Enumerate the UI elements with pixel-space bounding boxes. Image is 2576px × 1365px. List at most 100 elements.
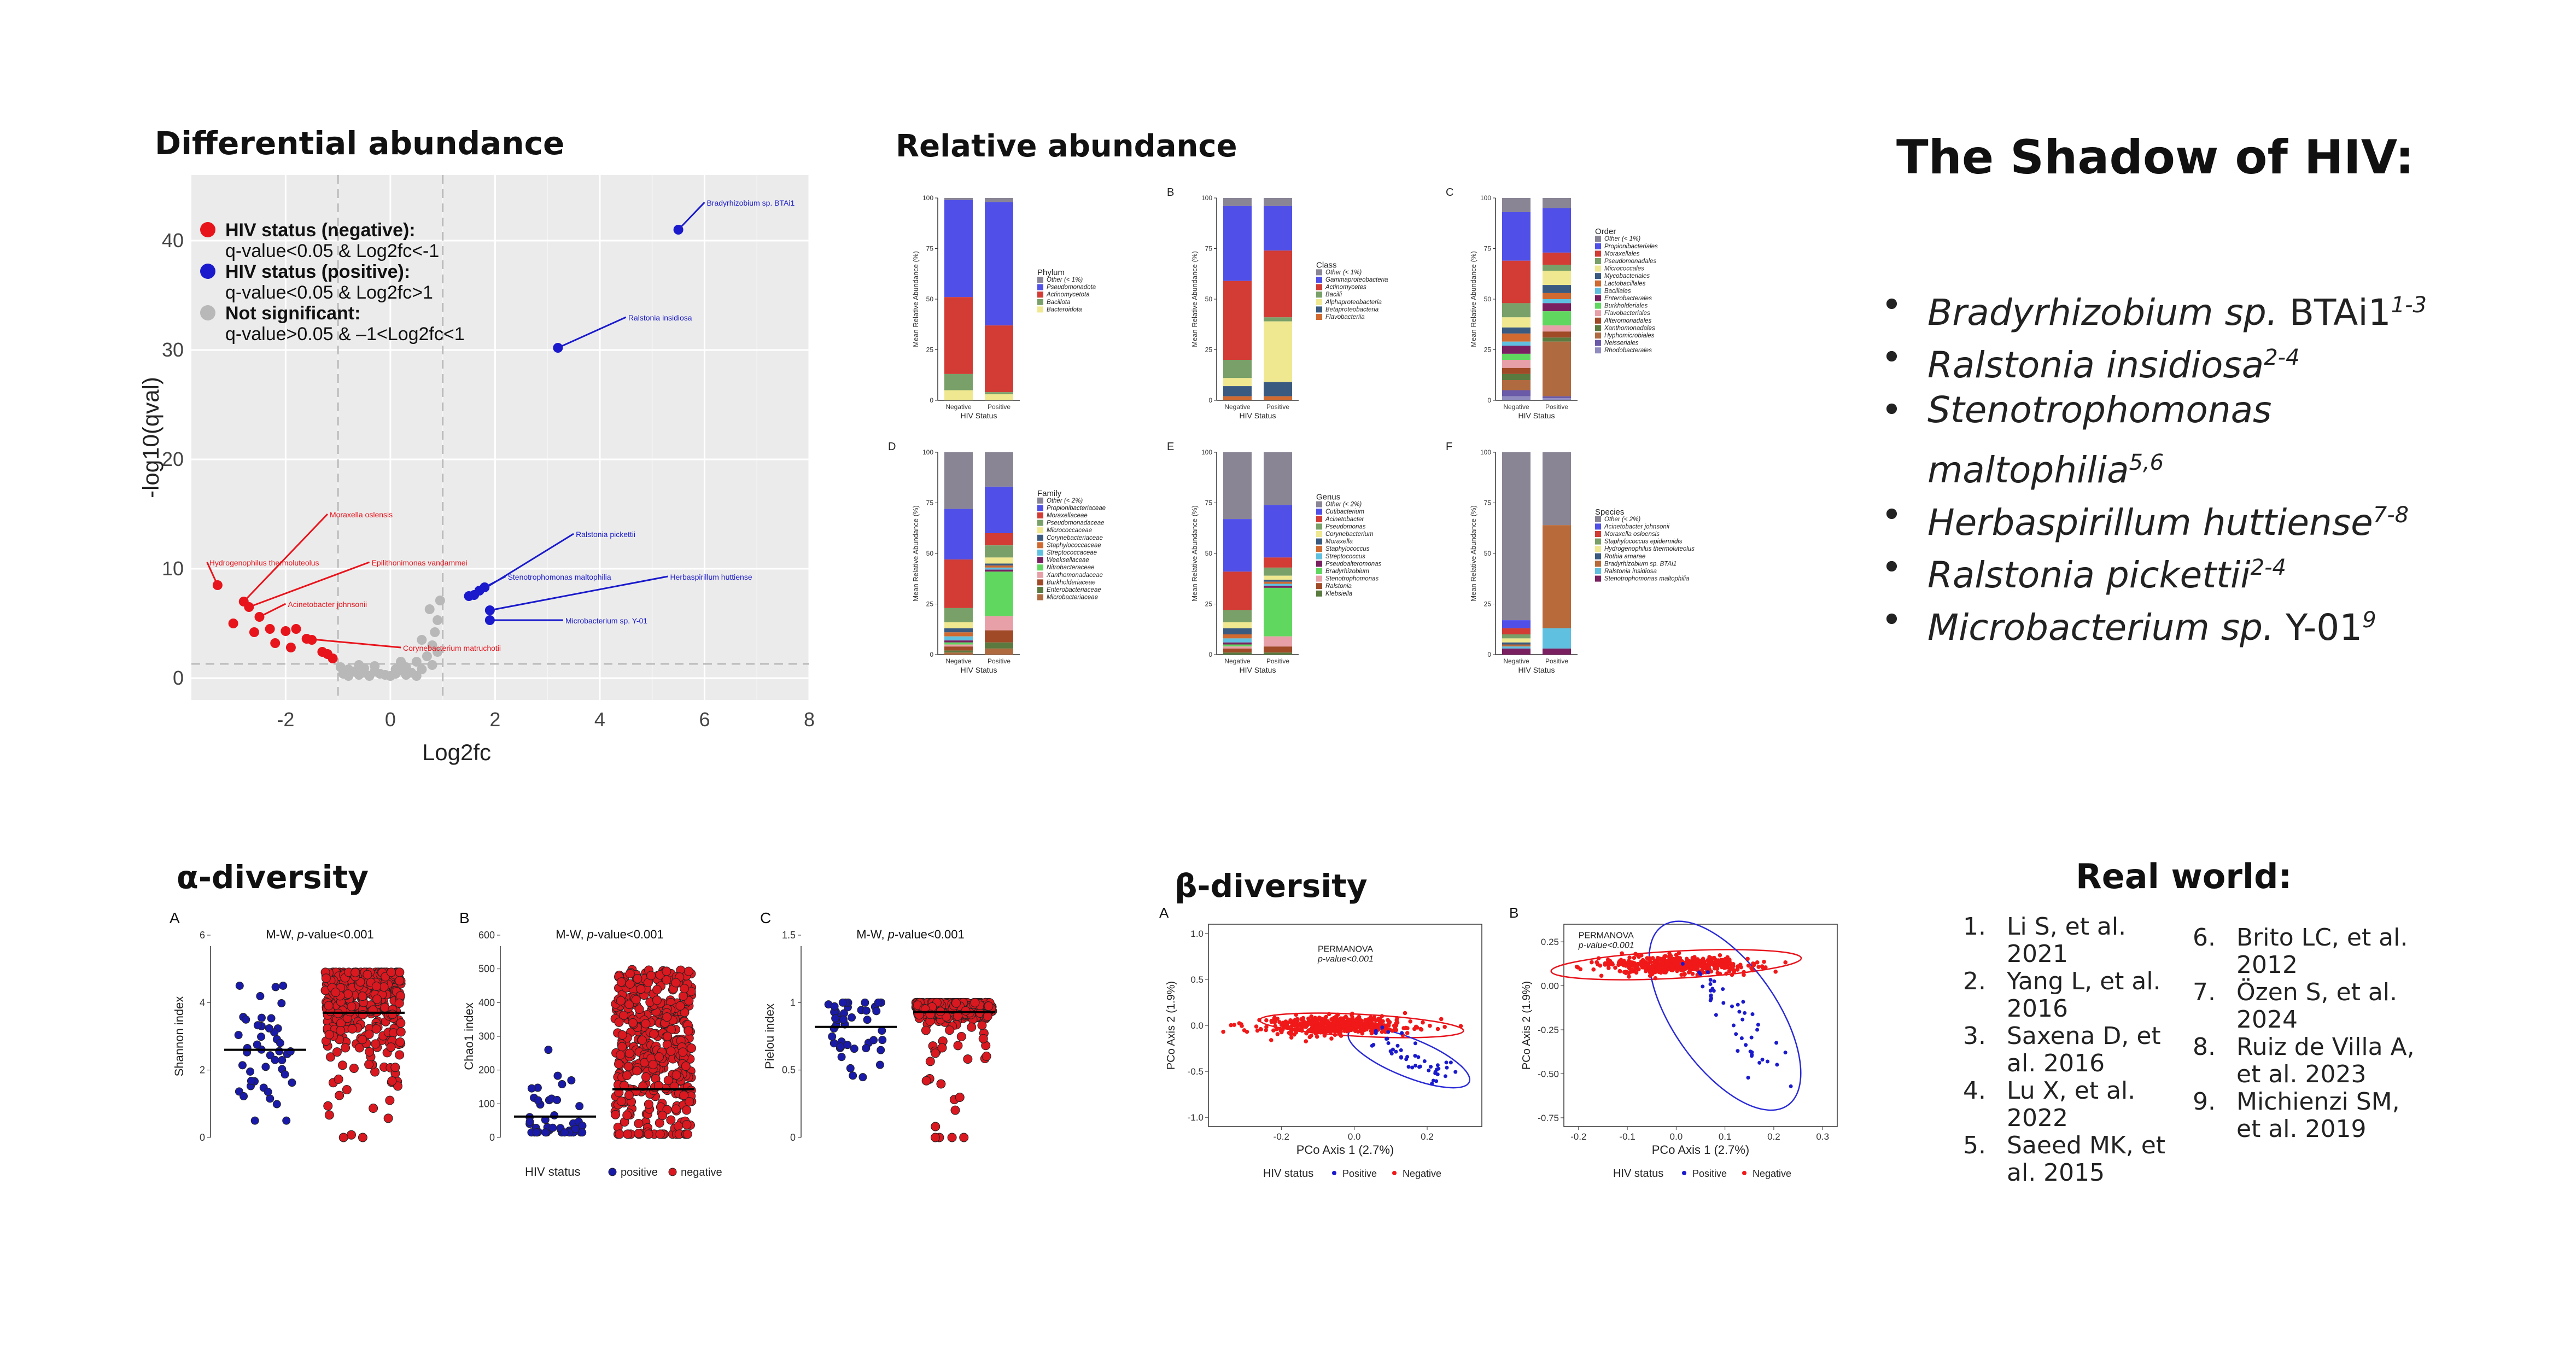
legend-swatch xyxy=(1037,277,1043,283)
y-tick-label: 0.0 xyxy=(1190,1020,1204,1031)
data-point xyxy=(553,1071,562,1080)
data-point xyxy=(614,1017,624,1027)
data-point xyxy=(684,1026,693,1036)
bar-segment xyxy=(985,616,1013,631)
data-point xyxy=(1783,1051,1788,1055)
data-point xyxy=(411,671,422,681)
legend-title: Genus xyxy=(1316,493,1340,502)
y-tick-label: 0 xyxy=(200,1132,205,1143)
data-point xyxy=(1725,955,1730,960)
data-point xyxy=(663,1075,673,1085)
bar-segment xyxy=(985,392,1013,394)
bar-segment xyxy=(1543,271,1571,285)
data-point xyxy=(646,971,656,981)
bar-segment xyxy=(944,640,973,643)
data-point xyxy=(611,1110,621,1119)
data-point xyxy=(678,1047,688,1057)
data-point xyxy=(359,663,370,673)
data-point xyxy=(1627,975,1631,979)
data-point xyxy=(1736,964,1740,969)
data-point xyxy=(666,1115,676,1125)
legend-label: Positive xyxy=(1692,1168,1727,1179)
data-point xyxy=(863,1016,872,1024)
y-axis-label: Mean Relative Abundance (%) xyxy=(912,505,920,602)
legend-swatch xyxy=(1595,546,1601,552)
data-point xyxy=(1339,1030,1343,1034)
data-point xyxy=(238,1061,247,1070)
y-tick-label: -0.5 xyxy=(1188,1066,1204,1077)
legend-swatch xyxy=(1595,310,1601,317)
data-point xyxy=(1271,1028,1276,1033)
x-axis-label: HIV Status xyxy=(1240,411,1276,420)
data-point xyxy=(277,999,286,1007)
data-point xyxy=(1350,1013,1354,1017)
data-point xyxy=(256,992,265,1001)
data-point xyxy=(1737,1010,1742,1014)
x-tick-label: Positive xyxy=(988,403,1010,411)
data-point xyxy=(1340,1020,1344,1025)
y-tick-label: 10 xyxy=(162,557,184,580)
legend-swatch xyxy=(1595,531,1601,537)
legend-label: Propionibacteriales xyxy=(1604,243,1658,250)
legend-label: Corynebacterium xyxy=(1325,531,1374,538)
data-point xyxy=(861,998,869,1007)
data-point xyxy=(1289,1035,1294,1040)
data-point xyxy=(836,1042,845,1051)
plot-subtitle: M-W, p-value<0.001 xyxy=(266,928,374,941)
legend-label: Other (< 1%) xyxy=(1047,277,1083,283)
x-tick-label: 8 xyxy=(804,708,815,731)
x-tick-label: 0.0 xyxy=(1670,1131,1683,1142)
data-point xyxy=(1272,1016,1277,1020)
data-point xyxy=(963,1054,973,1064)
data-point xyxy=(424,604,435,614)
data-point xyxy=(1357,1014,1362,1019)
data-point xyxy=(850,1045,858,1053)
data-point xyxy=(286,1047,295,1056)
point-label: Ralstonia pickettii xyxy=(576,530,635,539)
y-tick-label: 100 xyxy=(922,448,933,456)
bar-segment xyxy=(1223,360,1252,378)
data-point xyxy=(1750,1012,1755,1017)
legend-label: Pseudomonadales xyxy=(1604,258,1657,265)
data-point xyxy=(1657,966,1662,971)
bar-segment xyxy=(985,567,1013,570)
bar-segment xyxy=(1543,525,1571,628)
data-point xyxy=(246,1068,255,1076)
species-item: Ralstonia pickettii2-4 xyxy=(1881,541,2576,596)
data-point xyxy=(1360,1031,1365,1036)
y-axis-label: PCo Axis 2 (1.9%) xyxy=(1521,981,1533,1070)
bar-segment xyxy=(985,452,1013,487)
bar-segment xyxy=(1502,374,1531,380)
data-point xyxy=(846,1064,855,1072)
data-point xyxy=(658,1111,668,1121)
data-point xyxy=(947,1133,957,1142)
plot-subtitle: M-W, p-value<0.001 xyxy=(556,928,664,941)
data-point xyxy=(644,1099,653,1109)
x-tick-label: Negative xyxy=(1224,403,1251,411)
data-point xyxy=(266,1094,274,1103)
data-point xyxy=(662,966,671,976)
data-point xyxy=(984,1001,994,1011)
data-point xyxy=(351,967,360,977)
data-point xyxy=(1598,963,1603,968)
data-point xyxy=(1341,1023,1346,1028)
data-point xyxy=(671,1104,681,1114)
data-point xyxy=(1394,1049,1398,1054)
bar-segment xyxy=(1502,260,1531,304)
legend-swatch xyxy=(1595,295,1601,301)
legend-swatch xyxy=(1595,575,1601,582)
legend-label: negative xyxy=(681,1166,722,1179)
data-point xyxy=(1264,1028,1268,1032)
data-point xyxy=(1269,1038,1274,1042)
legend-title: Not significant: xyxy=(225,303,360,324)
data-point xyxy=(925,1057,935,1066)
data-point xyxy=(641,1072,651,1082)
legend-swatch xyxy=(1316,509,1322,515)
bar-segment xyxy=(1502,648,1531,655)
data-point xyxy=(1746,963,1751,968)
bar-segment xyxy=(944,297,973,374)
bar-segment xyxy=(1264,587,1292,637)
data-point xyxy=(1333,1032,1337,1037)
panel-letter: C xyxy=(1446,186,1453,199)
bar-segment xyxy=(1543,628,1571,649)
